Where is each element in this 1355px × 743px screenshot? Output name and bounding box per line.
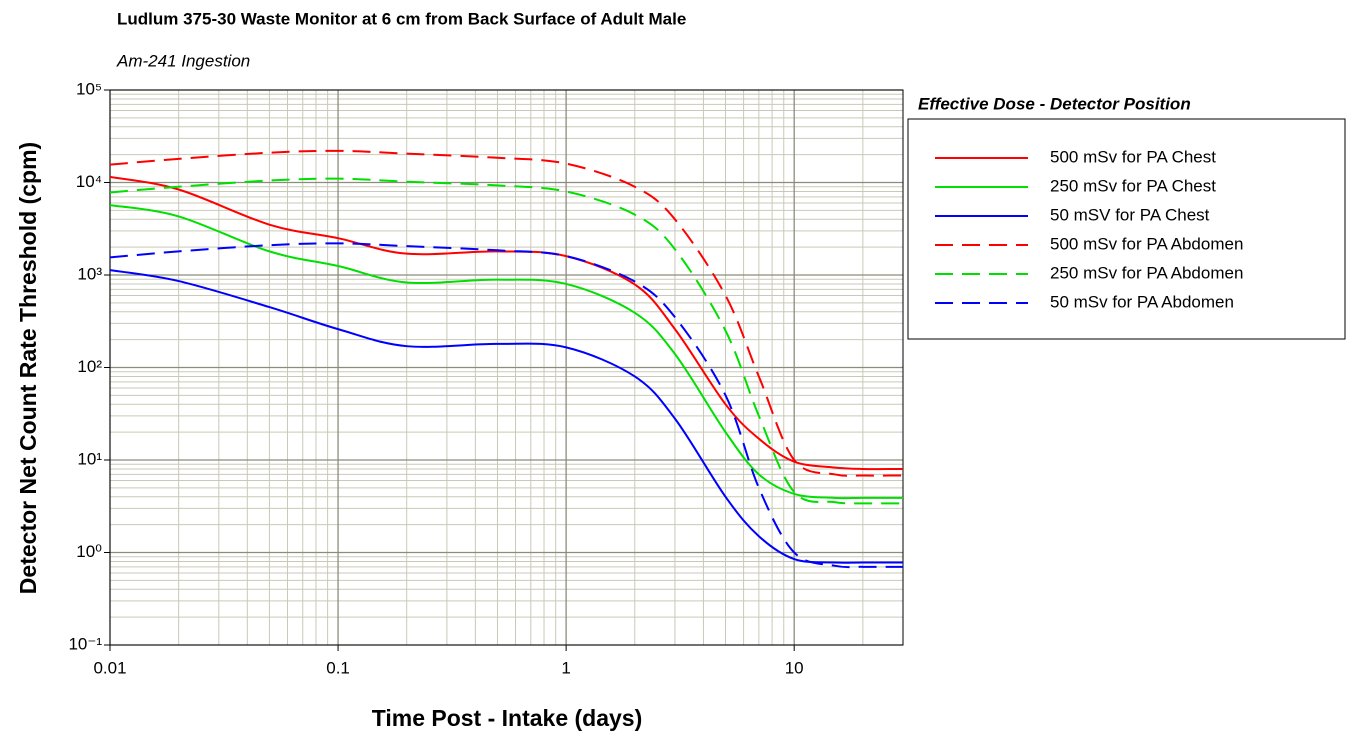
x-tick-label: 0.01 — [93, 658, 126, 677]
y-tick-label: 10⁻¹ — [68, 634, 102, 653]
legend-label: 500 mSv for PA Chest — [1050, 147, 1216, 166]
series-line — [109, 242, 904, 569]
x-tick-label: 0.1 — [326, 658, 350, 677]
legend-label: 50 mSV for PA Chest — [1050, 205, 1210, 224]
x-tick-label: 10 — [785, 658, 804, 677]
series-line — [109, 177, 904, 505]
legend-label: 50 mSv for PA Abdomen — [1050, 292, 1234, 311]
legend-label: 250 mSv for PA Abdomen — [1050, 263, 1243, 282]
y-tick-label: 10³ — [77, 264, 102, 283]
plot-frame — [109, 89, 904, 646]
x-axis-label: Time Post - Intake (days) — [372, 705, 643, 731]
legend-box — [907, 118, 1346, 340]
legend-label: 500 mSv for PA Abdomen — [1050, 234, 1243, 253]
series-line — [109, 149, 904, 477]
series-line — [109, 204, 903, 500]
legend-title: Effective Dose - Detector Position — [918, 94, 1191, 113]
chart-title: Ludlum 375-30 Waste Monitor at 6 cm from… — [117, 9, 686, 28]
y-tick-label: 10¹ — [77, 449, 102, 468]
y-tick-label: 10⁴ — [76, 172, 102, 191]
y-tick-label: 10⁵ — [76, 79, 102, 98]
y-tick-label: 10⁰ — [76, 542, 102, 561]
legend-label: 250 mSv for PA Chest — [1050, 176, 1216, 195]
series-line — [109, 175, 904, 471]
y-tick-label: 10² — [77, 357, 102, 376]
x-tick-label: 1 — [561, 658, 570, 677]
chart-subtitle: Am-241 Ingestion — [116, 51, 250, 70]
y-axis-label: Detector Net Count Rate Threshold (cpm) — [15, 142, 41, 594]
